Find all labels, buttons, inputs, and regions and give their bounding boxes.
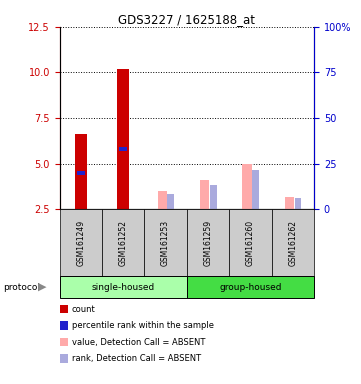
Text: percentile rank within the sample: percentile rank within the sample [72, 321, 214, 330]
Text: GSM161260: GSM161260 [246, 220, 255, 266]
Text: GSM161252: GSM161252 [119, 220, 128, 266]
Bar [285, 197, 294, 209]
Text: GSM161259: GSM161259 [204, 220, 213, 266]
Text: GSM161253: GSM161253 [161, 220, 170, 266]
Text: single-housed: single-housed [92, 283, 155, 291]
Bar [77, 170, 84, 175]
Text: ▶: ▶ [38, 282, 47, 292]
Bar [252, 170, 259, 209]
Bar [295, 199, 301, 209]
Bar [210, 185, 217, 209]
Text: protocol: protocol [4, 283, 40, 291]
Text: group-housed: group-housed [219, 283, 282, 291]
Bar [242, 164, 252, 209]
Text: value, Detection Call = ABSENT: value, Detection Call = ABSENT [72, 338, 205, 347]
Title: GDS3227 / 1625188_at: GDS3227 / 1625188_at [118, 13, 255, 26]
Text: GSM161262: GSM161262 [288, 220, 297, 266]
Bar [167, 194, 174, 209]
Text: rank, Detection Call = ABSENT: rank, Detection Call = ABSENT [72, 354, 201, 363]
Bar [117, 69, 129, 209]
Bar [75, 134, 87, 209]
Bar [200, 180, 209, 209]
Text: count: count [72, 305, 96, 314]
Bar [119, 147, 127, 151]
Text: GSM161249: GSM161249 [76, 220, 85, 266]
Bar [157, 191, 167, 209]
